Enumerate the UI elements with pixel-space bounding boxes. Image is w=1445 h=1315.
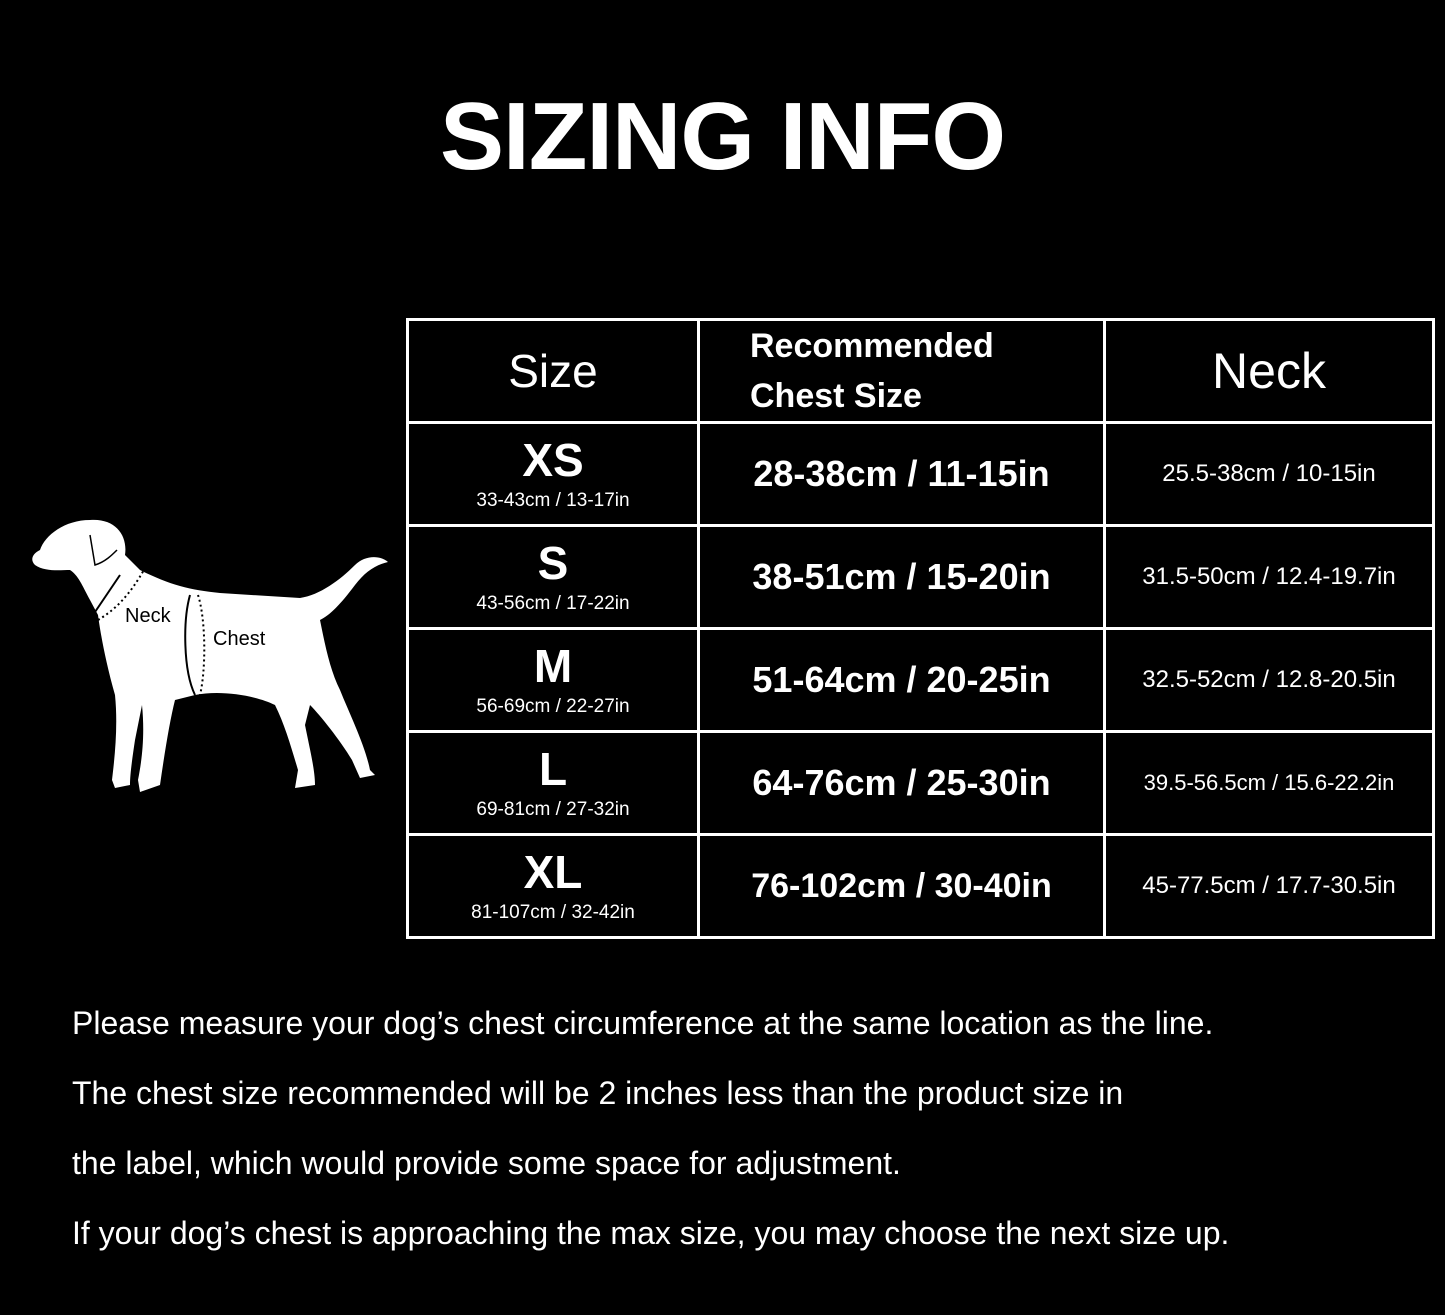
dog-measurement-diagram: Neck Chest xyxy=(32,519,388,792)
size-cell: M 56-69cm / 22-27in xyxy=(406,627,700,733)
product-size: 43-56cm / 17-22in xyxy=(476,593,630,614)
chest-label: Chest xyxy=(213,628,266,650)
product-size: 69-81cm / 27-32in xyxy=(476,799,630,820)
header-neck: Neck xyxy=(1103,318,1435,424)
chest-cell: 76-102cm / 30-40in xyxy=(697,833,1106,939)
size-label: XL xyxy=(523,846,583,898)
size-cell: XL 81-107cm / 32-42in xyxy=(406,833,700,939)
neck-cell: 31.5-50cm / 12.4-19.7in xyxy=(1103,524,1435,630)
table-row: M 56-69cm / 22-27in 51-64cm / 20-25in 32.… xyxy=(406,627,1435,733)
table-row: L 69-81cm / 27-32in 64-76cm / 25-30in 39.… xyxy=(406,730,1435,836)
dog-silhouette-icon xyxy=(32,519,388,792)
size-label: M xyxy=(533,640,573,692)
chest-cell: 51-64cm / 20-25in xyxy=(697,627,1106,733)
table-row: XS 33-43cm / 13-17in 28-38cm / 11-15in 25… xyxy=(406,421,1435,527)
note-line: The chest size recommended will be 2 inc… xyxy=(72,1075,1124,1111)
neck-cell: 25.5-38cm / 10-15in xyxy=(1103,421,1435,527)
table-header-row: Size Recommended Chest Size Neck xyxy=(406,318,1435,424)
note-line: Please measure your dog’s chest circumfe… xyxy=(72,1005,1214,1041)
table-row: S 43-56cm / 17-22in 38-51cm / 15-20in 31.… xyxy=(406,524,1435,630)
chest-cell: 38-51cm / 15-20in xyxy=(697,524,1106,630)
sizing-notes: Please measure your dog’s chest circumfe… xyxy=(72,1000,1229,1280)
product-size: 33-43cm / 13-17in xyxy=(476,490,630,511)
size-label: L xyxy=(538,743,568,795)
size-cell: L 69-81cm / 27-32in xyxy=(406,730,700,836)
size-label: S xyxy=(537,537,569,589)
note-line: If your dog’s chest is approaching the m… xyxy=(72,1215,1230,1251)
note-line: the label, which would provide some spac… xyxy=(72,1145,901,1181)
size-label: XS xyxy=(522,434,584,486)
table-row: XL 81-107cm / 32-42in 76-102cm / 30-40in … xyxy=(406,833,1435,939)
neck-label: Neck xyxy=(125,605,172,627)
header-chest: Recommended Chest Size xyxy=(697,318,1106,424)
chest-cell: 64-76cm / 25-30in xyxy=(697,730,1106,836)
header-chest-line1: Recommended xyxy=(750,327,994,365)
product-size: 81-107cm / 32-42in xyxy=(471,902,635,923)
chest-cell: 28-38cm / 11-15in xyxy=(697,421,1106,527)
header-size: Size xyxy=(406,318,700,424)
neck-cell: 45-77.5cm / 17.7-30.5in xyxy=(1103,833,1435,939)
neck-cell: 32.5-52cm / 12.8-20.5in xyxy=(1103,627,1435,733)
size-cell: XS 33-43cm / 13-17in xyxy=(406,421,700,527)
header-chest-line2: Chest Size xyxy=(750,377,922,415)
page-title: SIZING INFO xyxy=(440,83,1006,190)
product-size: 56-69cm / 22-27in xyxy=(476,696,630,717)
size-cell: S 43-56cm / 17-22in xyxy=(406,524,700,630)
sizing-table: Size Recommended Chest Size Neck XS 33-43c… xyxy=(406,318,1435,939)
neck-cell: 39.5-56.5cm / 15.6-22.2in xyxy=(1103,730,1435,836)
